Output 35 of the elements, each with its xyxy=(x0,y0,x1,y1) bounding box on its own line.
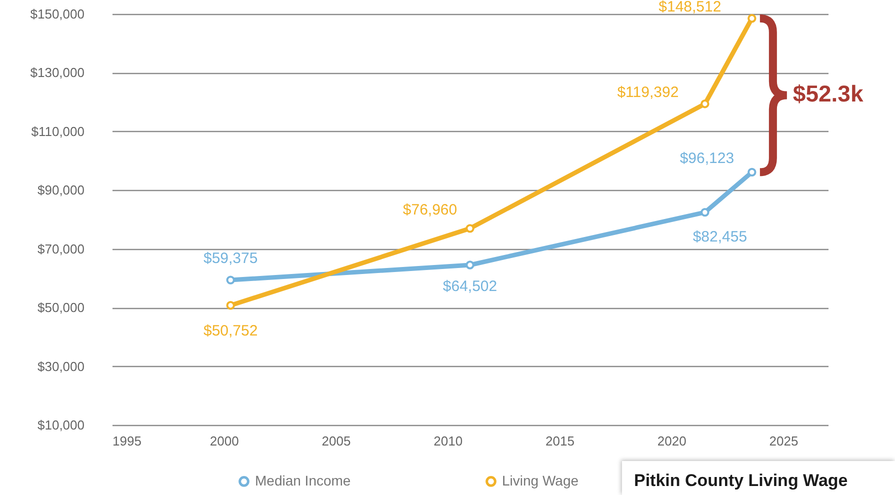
point xyxy=(748,14,756,23)
data-label: $119,392 xyxy=(617,84,679,101)
y-tick-label: $110,000 xyxy=(31,124,84,139)
point xyxy=(466,224,474,233)
point xyxy=(700,208,710,217)
data-label: $59,375 xyxy=(203,250,258,268)
point xyxy=(226,301,235,310)
legend-label: Median Income xyxy=(255,472,351,488)
data-label: $76,960 xyxy=(402,201,458,218)
x-tick-label: 2010 xyxy=(434,434,463,448)
x-tick-label: 2020 xyxy=(657,434,686,448)
x-tick-label: 2005 xyxy=(322,434,351,448)
x-tick-label: 1995 xyxy=(112,434,142,448)
y-tick-label: $30,000 xyxy=(38,358,84,374)
y-tick-label: $150,000 xyxy=(30,6,84,22)
point xyxy=(466,260,474,270)
annotation: $52.3k xyxy=(792,80,864,106)
legend-label: Living Wage xyxy=(502,472,579,488)
data-label: $148,512 xyxy=(658,0,722,16)
text: Pitkin County Living Wage xyxy=(622,461,895,495)
data-label: $50,752 xyxy=(203,322,258,340)
point xyxy=(226,276,235,284)
y-tick-label: $70,000 xyxy=(38,241,84,256)
data-label: $82,455 xyxy=(692,228,748,246)
x-tick-label: 2025 xyxy=(769,434,798,448)
y-tick-label: $90,000 xyxy=(38,182,84,198)
data-label: $96,123 xyxy=(680,150,734,168)
point xyxy=(748,168,756,177)
y-tick-label: $130,000 xyxy=(30,65,84,80)
x-tick-label: 2000 xyxy=(210,434,239,448)
point xyxy=(700,100,710,108)
data-label: $64,502 xyxy=(442,278,498,295)
y-tick-label: $50,000 xyxy=(38,300,84,316)
x-tick-label: 2015 xyxy=(546,434,574,448)
y-tick-label: $10,000 xyxy=(38,418,84,432)
